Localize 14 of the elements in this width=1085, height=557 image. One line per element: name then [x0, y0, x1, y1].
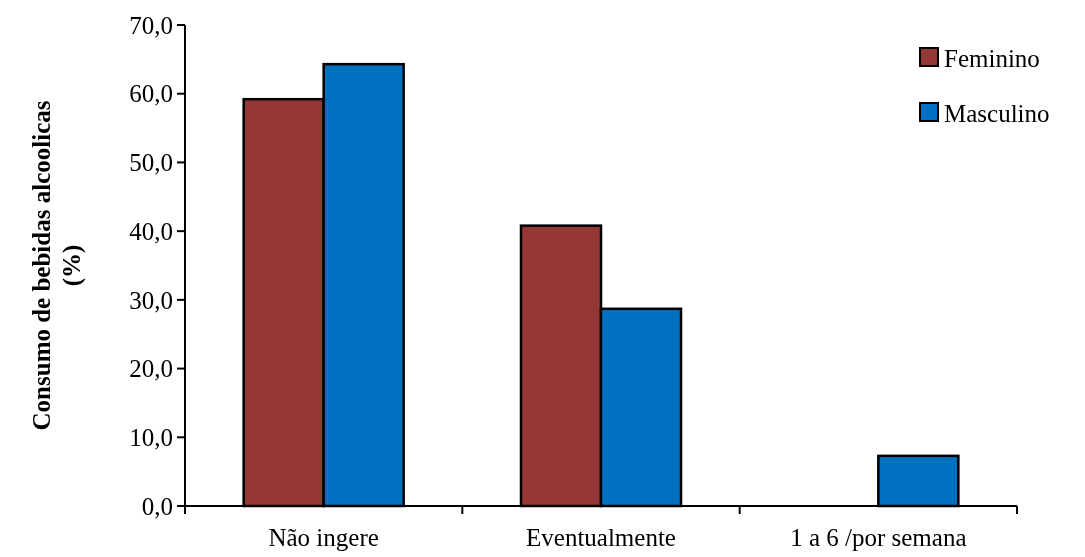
y-tick-label: 20,0 [129, 355, 173, 383]
y-tick-label: 70,0 [129, 11, 173, 39]
y-tick-label: 60,0 [129, 80, 173, 108]
x-tick-label: Não ingere [268, 524, 379, 551]
legend-label: Masculino [944, 99, 1050, 127]
y-tick-label: 40,0 [129, 217, 173, 245]
y-tick-label: 10,0 [129, 424, 173, 452]
y-tick-label: 30,0 [129, 286, 173, 314]
y-tick-label: 0,0 [141, 492, 173, 520]
x-tick-label: Eventualmente [526, 524, 676, 551]
y-tick-label: 50,0 [129, 149, 173, 177]
y-axis-title: Consumo de bebidas alcoolicas (%) [28, 100, 86, 431]
x-tick-label: 1 a 6 /por semana [790, 524, 967, 551]
legend-label: Feminino [944, 44, 1040, 72]
